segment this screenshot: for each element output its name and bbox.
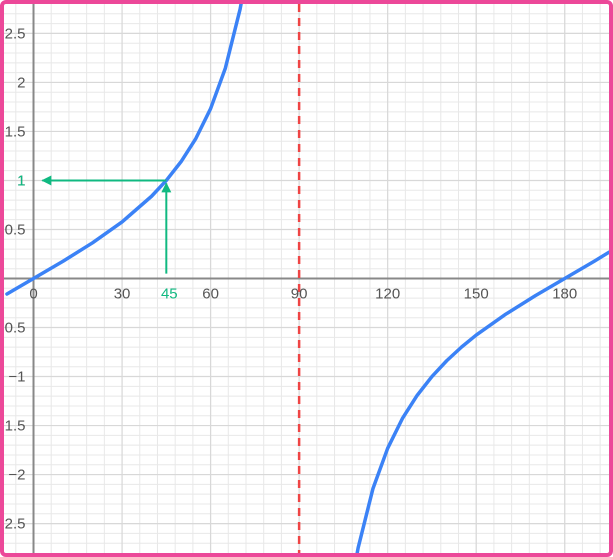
x-tick-label: 180 — [552, 286, 577, 303]
y-tick-label: −2 — [8, 467, 25, 484]
annotation-label-y: 1 — [17, 172, 25, 189]
x-tick-label: 30 — [114, 286, 131, 303]
x-tick-label: 60 — [202, 286, 219, 303]
x-tick-label: 90 — [291, 286, 308, 303]
x-tick-label: 150 — [464, 286, 489, 303]
y-tick-label: 2 — [17, 74, 25, 91]
y-tick-label: 1.5 — [5, 123, 26, 140]
chart-svg: 0306090120150180−2.5−2−1.5−1−0.50.511.52… — [0, 0, 613, 557]
y-tick-label: 0.5 — [5, 221, 26, 238]
x-tick-label: 120 — [375, 286, 400, 303]
tangent-chart: 0306090120150180−2.5−2−1.5−1−0.50.511.52… — [0, 0, 613, 557]
y-tick-label: 2.5 — [5, 25, 26, 42]
x-tick-label: 0 — [29, 286, 37, 303]
annotation-label-x: 45 — [161, 286, 178, 303]
y-tick-label: −1 — [8, 369, 25, 386]
